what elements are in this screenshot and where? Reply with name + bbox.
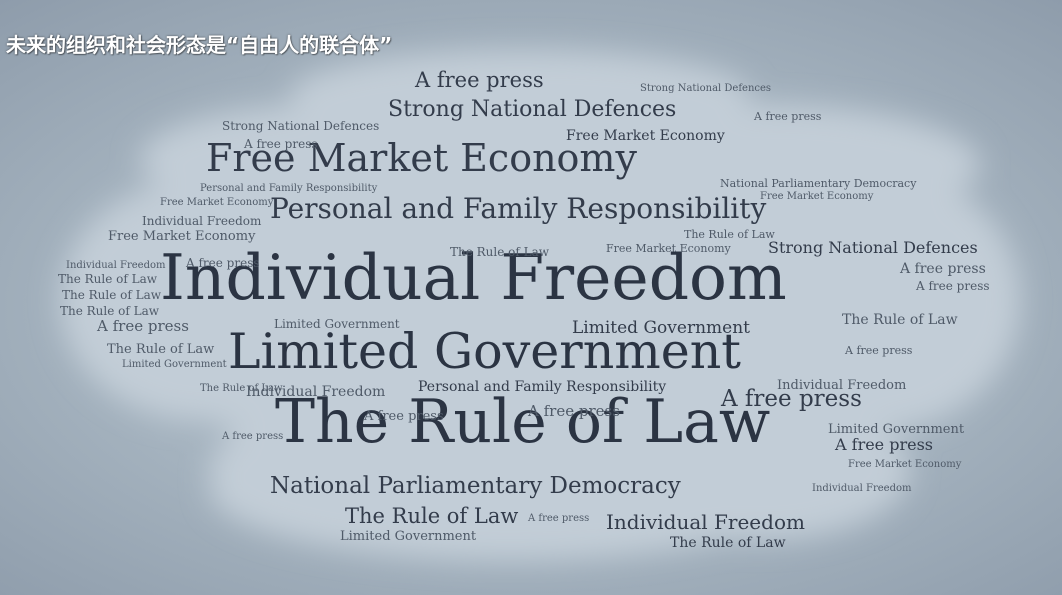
- word-rule-of-law: The Rule of Law: [107, 342, 215, 357]
- word-limited-government-main: Limited Government: [228, 323, 741, 380]
- word-rule-of-law: The Rule of Law: [684, 228, 775, 241]
- word-free-market-economy: Free Market Economy: [848, 459, 962, 470]
- word-rule-of-law-main: The Rule of Law: [275, 387, 771, 457]
- word-rule-of-law: The Rule of Law: [450, 245, 550, 259]
- word-free-market-economy: Free Market Economy: [108, 229, 256, 244]
- slide-title: 未来的组织和社会形态是“自由人的联合体”: [6, 33, 393, 57]
- word-free-press: A free press: [222, 431, 284, 442]
- word-free-market-economy: Free Market Economy: [160, 197, 274, 208]
- word-limited-government: Limited Government: [572, 318, 750, 338]
- word-individual-freedom: Individual Freedom: [812, 483, 912, 494]
- word-free-press: A free press: [754, 110, 822, 123]
- word-individual-freedom: Individual Freedom: [777, 378, 907, 393]
- word-national-parliamentary-democracy: National Parliamentary Democracy: [720, 177, 917, 190]
- word-limited-government: Limited Government: [828, 422, 965, 437]
- word-personal-family-responsibility: Personal and Family Responsibility: [200, 183, 378, 194]
- word-free-press: A free press: [186, 256, 260, 270]
- word-rule-of-law: The Rule of Law: [345, 504, 519, 528]
- word-limited-government: Limited Government: [274, 317, 400, 331]
- word-limited-government: Limited Government: [122, 359, 227, 370]
- word-free-press: A free press: [528, 402, 620, 420]
- word-rule-of-law: The Rule of Law: [670, 535, 786, 551]
- word-free-press: A free press: [916, 279, 990, 293]
- word-individual-freedom: Individual Freedom: [66, 260, 166, 271]
- word-strong-national-defences-main: Strong National Defences: [388, 97, 677, 122]
- word-personal-family-responsibility-main: Personal and Family Responsibility: [270, 192, 767, 225]
- word-free-press: A free press: [835, 435, 934, 454]
- word-rule-of-law: The Rule of Law: [200, 383, 283, 394]
- word-free-press: A free press: [97, 317, 189, 335]
- word-national-parliamentary-democracy-main: National Parliamentary Democracy: [270, 473, 681, 499]
- word-free-press: A free press: [244, 137, 318, 151]
- word-free-press: A free press: [721, 386, 862, 412]
- word-free-press: A free press: [845, 344, 913, 357]
- word-rule-of-law: The Rule of Law: [62, 288, 162, 302]
- word-rule-of-law: The Rule of Law: [58, 272, 158, 286]
- word-free-press: A free press: [900, 261, 986, 277]
- word-individual-freedom: Individual Freedom: [606, 510, 805, 534]
- word-individual-freedom: Individual Freedom: [142, 214, 262, 228]
- word-free-press: A free press: [528, 513, 590, 524]
- word-rule-of-law: The Rule of Law: [60, 304, 160, 318]
- word-personal-family-responsibility: Personal and Family Responsibility: [418, 379, 667, 395]
- word-free-market-economy: Free Market Economy: [566, 128, 725, 144]
- word-free-market-economy: Free Market Economy: [760, 191, 874, 202]
- word-free-press: A free press: [415, 68, 544, 92]
- word-individual-freedom-main: Individual Freedom: [160, 241, 787, 314]
- word-free-market-economy: Free Market Economy: [606, 242, 731, 255]
- word-free-market-economy-main: Free Market Economy: [206, 136, 637, 180]
- word-individual-freedom: Individual Freedom: [246, 384, 386, 400]
- word-free-press: A free press: [364, 409, 444, 424]
- word-rule-of-law: The Rule of Law: [842, 312, 958, 328]
- word-strong-national-defences: Strong National Defences: [640, 83, 772, 94]
- word-strong-national-defences: Strong National Defences: [768, 238, 978, 257]
- word-limited-government: Limited Government: [340, 529, 477, 544]
- word-strong-national-defences: Strong National Defences: [222, 119, 380, 133]
